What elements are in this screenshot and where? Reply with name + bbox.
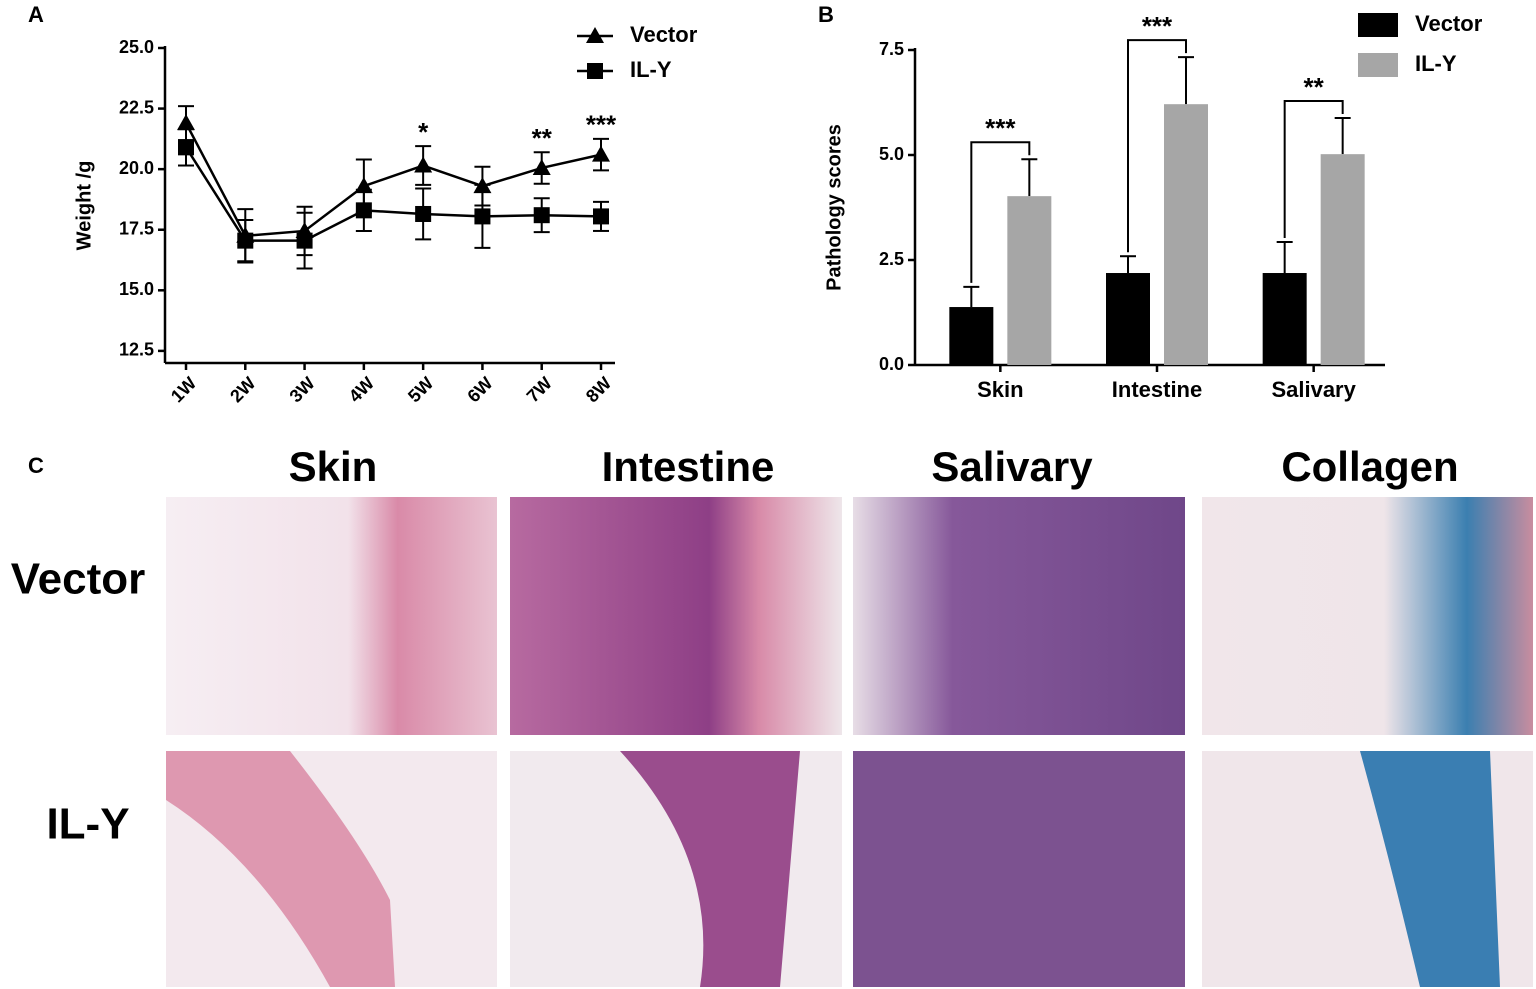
x-tick-label: Intestine xyxy=(1112,377,1202,402)
significance: *** xyxy=(586,110,617,140)
y-tick-label: 20.0 xyxy=(119,158,154,178)
x-tick-label: 3W xyxy=(286,373,319,406)
bar xyxy=(1007,196,1052,365)
column-title: Intestine xyxy=(602,443,775,490)
significance: *** xyxy=(985,113,1016,143)
significance: * xyxy=(418,117,429,147)
histology-image xyxy=(853,497,1185,735)
y-tick-label: 22.5 xyxy=(119,97,154,117)
column-title: Salivary xyxy=(931,443,1093,490)
data-line xyxy=(184,122,602,238)
legend-label: IL-Y xyxy=(630,57,672,82)
marker xyxy=(178,139,194,156)
x-tick-label: 6W xyxy=(463,373,496,406)
significance: ** xyxy=(532,123,553,153)
significance: ** xyxy=(1304,72,1325,102)
bar xyxy=(949,307,994,365)
row-title: Vector xyxy=(11,555,146,604)
data-line xyxy=(184,146,602,242)
panel-label: A xyxy=(28,2,44,27)
panel-label: B xyxy=(818,2,834,27)
bar xyxy=(1320,154,1365,365)
y-tick-label: 7.5 xyxy=(879,39,904,59)
x-tick-label: 4W xyxy=(345,373,378,406)
y-tick-label: 0.0 xyxy=(879,354,904,374)
error-bar xyxy=(1178,56,1194,105)
column-title: Collagen xyxy=(1281,443,1458,490)
legend-label: IL-Y xyxy=(1415,51,1457,76)
chart-b: 0.0 2.5 5.0 7.5 Pathology scores Skin Intestin… xyxy=(823,11,1482,402)
x-tick-label: 5W xyxy=(404,373,437,406)
marker xyxy=(586,27,604,43)
marker xyxy=(533,207,550,224)
marker xyxy=(587,63,603,79)
marker xyxy=(532,158,551,175)
x-tick-label: 8W xyxy=(582,373,615,406)
panel-label: C xyxy=(28,453,44,478)
significance-bracket xyxy=(970,141,1031,283)
y-tick-label: 25.0 xyxy=(119,37,154,57)
histology-image xyxy=(1202,497,1533,735)
y-tick-label: 12.5 xyxy=(119,340,154,360)
y-tick-label: 2.5 xyxy=(879,249,904,269)
marker xyxy=(592,145,610,162)
column-title: Skin xyxy=(289,443,378,490)
significance-bracket xyxy=(1283,100,1344,238)
error-bar xyxy=(963,285,980,308)
marker xyxy=(474,208,491,225)
histology-image xyxy=(510,497,842,735)
error-bar xyxy=(1276,240,1293,274)
x-tick-label: Salivary xyxy=(1271,377,1356,402)
marker xyxy=(593,208,609,225)
error-bar xyxy=(1120,255,1136,274)
x-tick-label: 1W xyxy=(167,373,200,406)
marker xyxy=(296,232,313,249)
legend-swatch xyxy=(1358,13,1398,37)
significance: *** xyxy=(1142,11,1173,41)
panel-c: Skin Intestine Salivary Collagen Vector … xyxy=(11,443,1533,987)
marker xyxy=(415,205,432,222)
chart-a: 12.5 15.0 17.5 20.0 22.5 25.0 Weight /g 1W 2W 3W 4… xyxy=(73,22,697,406)
legend-swatch xyxy=(1358,53,1398,77)
marker xyxy=(414,156,433,173)
row-title: IL-Y xyxy=(46,800,129,849)
bar xyxy=(1106,273,1150,365)
y-tick-label: 15.0 xyxy=(119,279,154,299)
histology-image xyxy=(166,497,497,735)
bar xyxy=(1164,104,1208,366)
error-bar xyxy=(1334,117,1351,155)
y-axis-label: Pathology scores xyxy=(823,124,845,291)
legend-label: Vector xyxy=(630,22,698,47)
x-tick-label: 2W xyxy=(226,373,259,406)
marker xyxy=(355,202,372,219)
y-tick-label: 17.5 xyxy=(119,218,154,238)
y-tick-label: 5.0 xyxy=(879,144,904,164)
bar xyxy=(1262,273,1307,365)
histology-tissue xyxy=(166,751,395,987)
legend-label: Vector xyxy=(1415,11,1483,36)
x-tick-label: Skin xyxy=(977,377,1023,402)
marker xyxy=(177,114,195,131)
significance-bracket xyxy=(1127,39,1187,253)
histology-image xyxy=(853,751,1185,987)
y-axis-label: Weight /g xyxy=(73,161,95,251)
error-bar xyxy=(1021,158,1038,197)
histology-tissue xyxy=(620,751,800,987)
marker xyxy=(237,232,254,249)
histology-tissue xyxy=(1360,751,1500,987)
x-tick-label: 7W xyxy=(523,373,556,406)
